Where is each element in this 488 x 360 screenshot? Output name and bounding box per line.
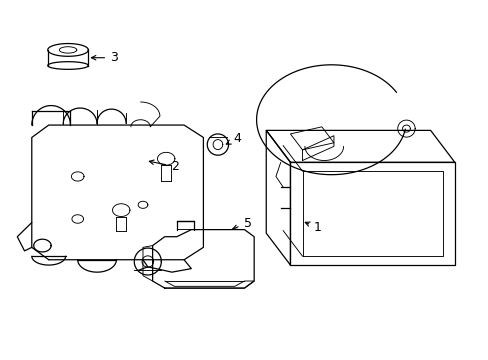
Text: 4: 4 (226, 132, 241, 145)
Text: 1: 1 (305, 221, 321, 234)
Text: 2: 2 (149, 160, 179, 173)
Text: 3: 3 (91, 51, 118, 64)
Text: 5: 5 (232, 217, 251, 230)
